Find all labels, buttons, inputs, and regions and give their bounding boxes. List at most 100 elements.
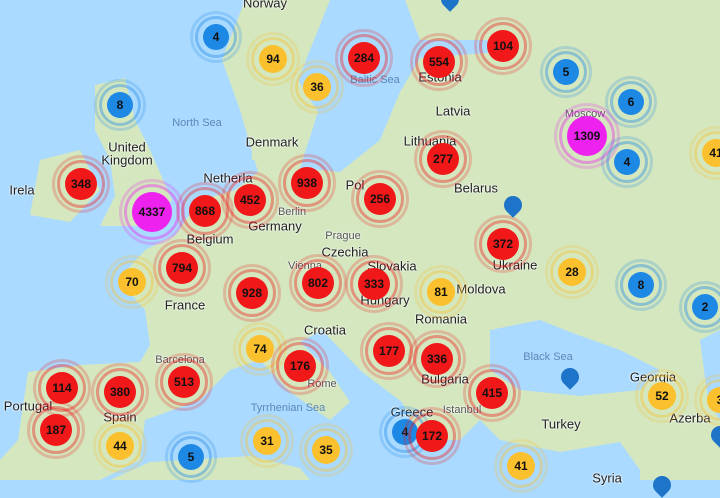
cluster-count: 868	[194, 204, 216, 218]
marker-cluster-red[interactable]: 372	[474, 215, 532, 273]
marker-cluster-yellow[interactable]: 94	[246, 32, 300, 86]
marker-cluster-yellow[interactable]: 70	[105, 255, 159, 309]
cluster-halo	[545, 245, 599, 299]
marker-cluster-red[interactable]: 177	[360, 322, 418, 380]
cluster-count: 928	[241, 286, 263, 300]
cluster-halo	[414, 265, 468, 319]
cluster-count: 452	[239, 193, 261, 207]
marker-cluster-blue[interactable]: 6	[605, 76, 657, 128]
marker-cluster-yellow[interactable]: 36	[290, 60, 344, 114]
marker-cluster-red[interactable]: 277	[414, 130, 472, 188]
marker-cluster-blue[interactable]: 2	[679, 281, 720, 333]
marker-cluster-blue[interactable]: 5	[165, 431, 217, 483]
marker-cluster-blue[interactable]: 5	[540, 46, 592, 98]
marker-cluster-red[interactable]: 172	[403, 407, 461, 465]
cluster-halo	[278, 154, 336, 212]
cluster-halo	[290, 60, 344, 114]
cluster-count: 938	[296, 176, 318, 190]
cluster-count: 333	[363, 277, 385, 291]
cluster-halo	[223, 264, 281, 322]
marker-cluster-yellow[interactable]: 74	[233, 322, 287, 376]
cluster-count: 36	[310, 80, 324, 94]
marker-cluster-red[interactable]: 415	[463, 364, 521, 422]
marker-cluster-red[interactable]: 336	[408, 330, 466, 388]
marker-cluster-yellow[interactable]: 28	[545, 245, 599, 299]
cluster-count: 372	[492, 237, 514, 251]
marker-cluster-yellow[interactable]: 41	[494, 439, 548, 493]
marker-cluster-red[interactable]: 554	[410, 33, 468, 91]
cluster-count: 104	[492, 39, 514, 53]
cluster-count: 70	[125, 275, 139, 289]
marker-cluster-red[interactable]: 333	[345, 255, 403, 313]
mediterranean-sea	[100, 330, 640, 480]
cluster-count: 187	[45, 423, 67, 437]
cluster-count: 5	[187, 450, 195, 464]
marker-cluster-blue[interactable]: 8	[615, 259, 667, 311]
cluster-halo	[52, 155, 110, 213]
marker-cluster-blue[interactable]: 8	[94, 79, 146, 131]
cluster-count: 5	[562, 65, 570, 79]
cluster-halo	[155, 353, 213, 411]
marker-cluster-yellow[interactable]: 41	[689, 126, 720, 180]
marker-cluster-magenta[interactable]: 1309	[554, 103, 620, 169]
cluster-halo	[635, 369, 689, 423]
cluster-halo	[240, 414, 294, 468]
marker-cluster-magenta[interactable]: 4337	[119, 179, 185, 245]
marker-cluster-red[interactable]: 256	[351, 170, 409, 228]
marker-cluster-red[interactable]: 187	[27, 401, 85, 459]
marker-cluster-yellow[interactable]: 35	[299, 423, 353, 477]
marker-cluster-red[interactable]: 176	[271, 337, 329, 395]
cluster-halo	[474, 17, 532, 75]
marker-cluster-red[interactable]: 802	[289, 254, 347, 312]
cluster-count: 554	[428, 55, 450, 69]
cluster-count: 277	[432, 152, 454, 166]
marker-cluster-yellow[interactable]: 52	[635, 369, 689, 423]
cluster-count: 2	[701, 300, 709, 314]
marker-cluster-red[interactable]: 513	[155, 353, 213, 411]
cluster-count: 35	[319, 443, 333, 457]
cluster-count: 256	[369, 192, 391, 206]
marker-cluster-blue[interactable]: 4	[601, 136, 653, 188]
cluster-halo	[605, 76, 657, 128]
cluster-halo	[345, 255, 403, 313]
cluster-count: 802	[307, 276, 329, 290]
marker-cluster-red[interactable]: 794	[153, 239, 211, 297]
cluster-halo	[540, 46, 592, 98]
marker-cluster-blue[interactable]: 4	[190, 11, 242, 63]
cluster-count: 794	[171, 261, 193, 275]
marker-cluster-yellow[interactable]: 81	[414, 265, 468, 319]
cluster-count: 4	[212, 30, 220, 44]
denmark	[250, 105, 285, 160]
marker-cluster-yellow[interactable]: 31	[240, 414, 294, 468]
cluster-halo	[410, 33, 468, 91]
cluster-count: 8	[637, 278, 645, 292]
marker-cluster-red[interactable]: 938	[278, 154, 336, 212]
marker-cluster-yellow[interactable]: 3	[694, 374, 720, 426]
cluster-halo	[221, 171, 279, 229]
cluster-count: 6	[627, 95, 635, 109]
cluster-count: 4	[623, 155, 631, 169]
cluster-count: 8	[116, 98, 124, 112]
cluster-halo	[105, 255, 159, 309]
cluster-count: 177	[378, 344, 400, 358]
cluster-count: 41	[514, 459, 528, 473]
cluster-count: 3	[717, 393, 720, 407]
marker-cluster-yellow[interactable]: 44	[93, 419, 147, 473]
cluster-halo	[93, 419, 147, 473]
cluster-halo	[403, 407, 461, 465]
cluster-halo	[554, 103, 620, 169]
marker-cluster-red[interactable]: 348	[52, 155, 110, 213]
cluster-count: 415	[481, 386, 503, 400]
cluster-halo	[601, 136, 653, 188]
marker-cluster-red[interactable]: 868	[176, 182, 234, 240]
marker-cluster-red[interactable]: 104	[474, 17, 532, 75]
marker-cluster-red[interactable]: 380	[91, 363, 149, 421]
cluster-halo	[463, 364, 521, 422]
marker-cluster-red[interactable]: 452	[221, 171, 279, 229]
cluster-count: 94	[266, 52, 280, 66]
cluster-halo	[190, 11, 242, 63]
marker-cluster-red[interactable]: 114	[33, 359, 91, 417]
marker-cluster-red[interactable]: 928	[223, 264, 281, 322]
marker-cluster-red[interactable]: 284	[335, 29, 393, 87]
cluster-count: 81	[434, 285, 448, 299]
